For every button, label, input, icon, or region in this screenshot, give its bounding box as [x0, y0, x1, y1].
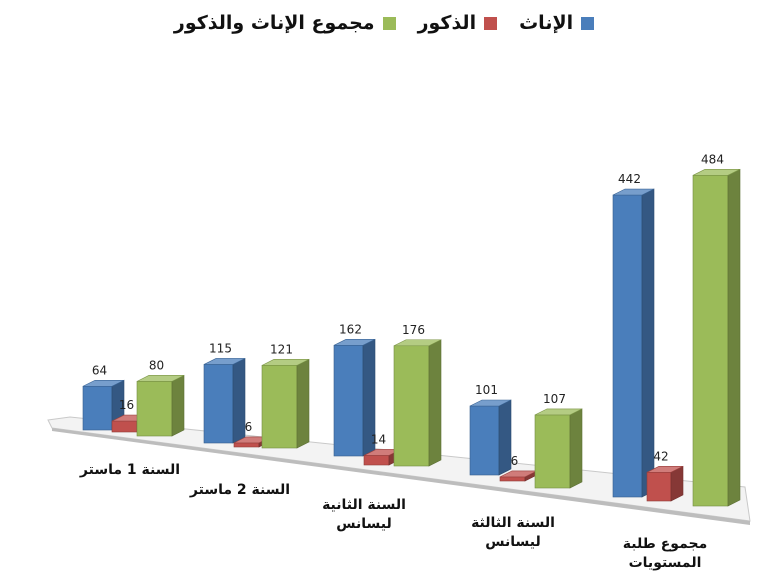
bar-5-s1-top	[612, 188, 655, 196]
category-label-2-line-1: السنة 2 ماستر	[189, 482, 291, 498]
bar-5-s1-front	[612, 194, 643, 498]
bar-2-s3-front	[261, 365, 298, 449]
category-label-3-line-1: السنة الثانية	[322, 497, 406, 513]
value-label-2-s3: 121	[270, 342, 293, 356]
bar-1-s3-front	[136, 381, 173, 437]
value-label-3-s1: 162	[339, 322, 362, 336]
value-label-1-s3: 80	[149, 358, 164, 372]
bar-4-s2-front	[499, 476, 526, 482]
bar-3-s3-side	[428, 339, 442, 467]
legend-label-females: الإناث	[519, 12, 574, 34]
bar-2-s1-top	[203, 358, 246, 365]
legend-item-total: مجموع الإناث والذكور	[174, 12, 396, 34]
bar-2-s1-side	[232, 357, 246, 444]
bar-5-s3-front	[692, 175, 729, 507]
bar-4-s3-front	[534, 414, 571, 489]
category-label-4-line-2: ليسانس	[485, 534, 541, 550]
bar-5-s2-front	[646, 472, 672, 502]
bar-5-s1-side	[641, 188, 655, 498]
category-label-5: مجموع طلبة المستويات	[600, 535, 730, 573]
legend-label-total: مجموع الإناث والذكور	[173, 12, 375, 34]
bar-2-s3-top	[261, 359, 310, 366]
value-label-4-s2: 6	[511, 454, 519, 468]
legend-label-males: الذكور	[417, 12, 477, 34]
category-label-5-line-1: مجموع طلبة	[622, 536, 708, 552]
category-label-2: السنة 2 ماستر	[175, 481, 305, 500]
value-label-1-s2: 16	[119, 398, 134, 412]
bar-4-s3-side	[569, 408, 583, 489]
value-label-3-s3: 176	[402, 323, 425, 337]
bar-4-s1-front	[469, 405, 500, 476]
bar-4-s1-side	[498, 399, 512, 476]
value-label-4-s3: 107	[543, 392, 566, 406]
bar-5-s2-top	[646, 466, 684, 473]
bar-1-s1-front	[82, 385, 113, 431]
bar-5-s3-side	[727, 168, 741, 507]
bar-2-s2-front	[233, 442, 260, 448]
bar-4-s3-top	[534, 408, 583, 416]
legend-swatch-males	[484, 16, 498, 30]
chart-floor-edge	[52, 428, 750, 525]
value-label-2-s1: 115	[209, 341, 232, 355]
category-label-4: السنة الثالثة ليسانس	[448, 514, 578, 552]
value-label-2-s2: 6	[245, 420, 253, 434]
bar-3-s1-top	[333, 339, 376, 346]
legend: الإناث الذكور مجموع الإناث والذكور	[0, 12, 768, 34]
value-label-3-s2: 14	[371, 432, 386, 446]
value-label-5-s2: 42	[653, 449, 668, 463]
bar-2-s3-side	[296, 358, 310, 449]
category-label-3: السنة الثانية ليسانس	[299, 496, 429, 534]
legend-item-males: الذكور	[418, 12, 498, 34]
bar-1-s3-side	[171, 374, 185, 437]
value-label-1-s1: 64	[92, 363, 107, 377]
category-label-5-line-2: المستويات	[628, 555, 702, 571]
category-label-4-line-1: السنة الثالثة	[471, 515, 555, 531]
bar-2-s1-front	[203, 364, 234, 444]
bar-4-s1-top	[469, 399, 512, 407]
bar-1-s1-top	[82, 379, 125, 387]
legend-swatch-total	[382, 16, 396, 30]
bar-1-s2-front	[111, 420, 138, 433]
bar-3-s2-front	[363, 455, 390, 466]
bar-3-s3-front	[393, 345, 430, 467]
bar-3-s3-top	[393, 339, 442, 347]
category-label-1-line-1: السنة 1 ماستر	[79, 462, 181, 478]
value-label-5-s3: 484	[701, 152, 724, 166]
bar-5-s3-top	[692, 169, 741, 176]
bar-1-s3-top	[136, 375, 185, 382]
category-label-3-line-2: ليسانس	[336, 516, 392, 532]
legend-swatch-females	[581, 16, 595, 30]
legend-item-females: الإناث	[519, 12, 595, 34]
value-label-5-s1: 442	[618, 172, 641, 186]
bar-3-s1-front	[333, 345, 364, 457]
value-label-4-s1: 101	[475, 383, 498, 397]
category-label-1: السنة 1 ماستر	[65, 461, 195, 480]
